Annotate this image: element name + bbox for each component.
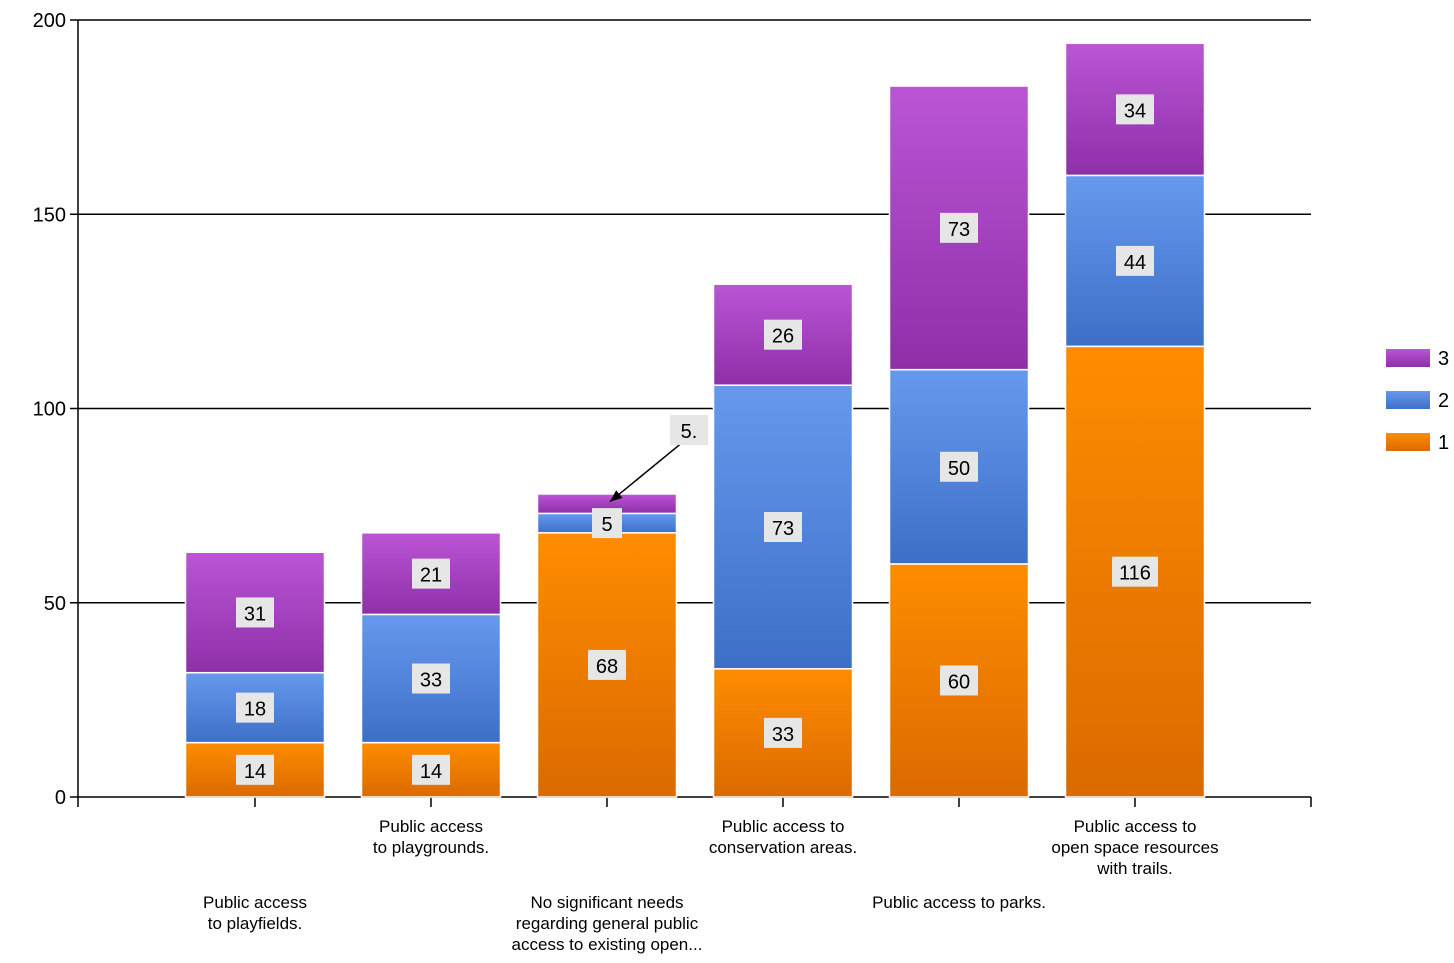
- data-label-box: [412, 663, 450, 694]
- data-label: 73: [948, 219, 970, 241]
- x-category-label: Public access to playfields.: [145, 892, 365, 934]
- data-label-box: [940, 451, 978, 482]
- data-labels: 14 18 31 14 33 21 68 5 5. 33 73 26 60 50 73 116 44 34: [236, 94, 1158, 785]
- data-label-box: [940, 665, 978, 696]
- x-category-label: No significant needs regarding general pu…: [497, 892, 717, 955]
- x-category-label-line: Public access to: [1073, 817, 1197, 836]
- data-label: 5.: [681, 421, 698, 443]
- x-category-label-line: Public access to parks.: [872, 893, 1046, 912]
- data-label-box: [236, 597, 274, 628]
- x-category-label-line: Public access to: [721, 817, 845, 836]
- legend-swatch: [1386, 349, 1430, 367]
- x-category-label: Public access to parks.: [849, 892, 1069, 913]
- legend: 3 2 1: [1386, 348, 1449, 454]
- legend-swatch: [1386, 391, 1430, 409]
- x-category-label-line: No significant needs: [530, 893, 684, 912]
- y-tick-label: 0: [55, 787, 66, 809]
- axes: 0 50 100 150 200: [33, 10, 1312, 809]
- data-label: 31: [244, 603, 266, 625]
- x-category-label: Public access to playgrounds.: [321, 816, 541, 858]
- data-label: 33: [420, 670, 442, 692]
- x-category-label-line: with trails.: [1097, 859, 1173, 878]
- x-category-label-line: access to existing open...: [511, 935, 703, 954]
- data-label-box: [412, 754, 450, 785]
- y-tick-label: 100: [33, 399, 66, 421]
- data-label-box: [764, 717, 802, 748]
- data-label-box: [236, 754, 274, 785]
- legend-swatch: [1386, 433, 1430, 451]
- x-category-label-line: Public access: [379, 817, 483, 836]
- x-category-label-line: to playfields.: [207, 914, 303, 933]
- x-category-label-line: Public access: [203, 893, 307, 912]
- legend-label: 2: [1438, 390, 1449, 412]
- x-category-label: Public access to open space resources with…: [1025, 816, 1245, 879]
- y-tick-label: 50: [44, 593, 66, 615]
- data-label-box: [236, 692, 274, 723]
- data-label: 26: [772, 326, 794, 348]
- y-tick-label: 150: [33, 204, 66, 226]
- legend-label: 1: [1438, 432, 1449, 454]
- x-category-label-line: regarding general public: [515, 914, 699, 933]
- callout-arrowhead: [610, 490, 623, 502]
- data-label: 60: [948, 671, 970, 693]
- data-label: 33: [772, 724, 794, 746]
- data-label-box: [1116, 94, 1154, 125]
- data-label: 14: [420, 761, 442, 783]
- y-tick-label: 200: [33, 10, 66, 32]
- data-label-box: [1112, 556, 1158, 587]
- data-label: 73: [772, 518, 794, 540]
- x-category-label-line: open space resources: [1051, 838, 1219, 857]
- data-label: 34: [1124, 100, 1146, 122]
- data-label: 21: [420, 565, 442, 587]
- x-category-label-line: conservation areas.: [708, 838, 858, 857]
- data-label-box: [670, 414, 708, 445]
- data-label-box: [588, 649, 626, 680]
- x-category-label-line: to playgrounds.: [372, 838, 490, 857]
- data-label-box: [940, 212, 978, 243]
- data-label: 18: [244, 699, 266, 721]
- x-category-label: Public access to conservation areas.: [673, 816, 893, 858]
- data-label: 44: [1124, 252, 1146, 274]
- data-label-box: [592, 508, 622, 539]
- data-label-box: [1116, 245, 1154, 276]
- data-label: 116: [1119, 563, 1151, 585]
- legend-label: 3: [1438, 348, 1449, 370]
- data-label: 68: [596, 656, 618, 678]
- data-label-box: [764, 319, 802, 350]
- data-label: 14: [244, 761, 266, 783]
- data-label: 50: [948, 458, 970, 480]
- data-label-box: [764, 511, 802, 542]
- data-label: 5: [601, 514, 612, 536]
- callout-arrow: [609, 441, 684, 503]
- data-label-box: [412, 558, 450, 589]
